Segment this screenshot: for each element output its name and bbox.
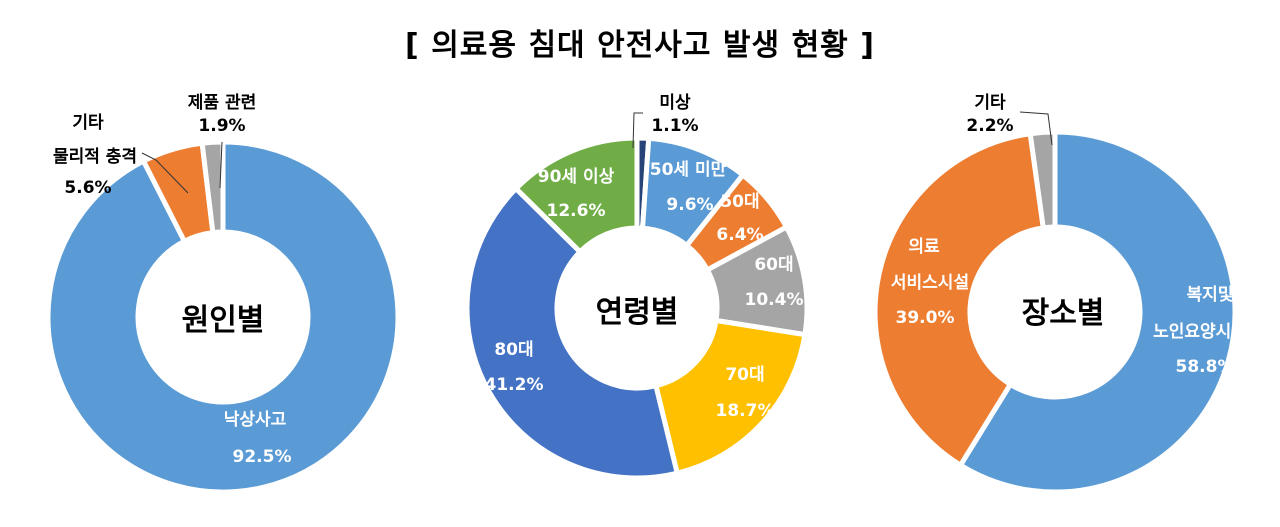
donut-center-label: 장소별 (1022, 296, 1105, 331)
slice-value-label: 10.4% (745, 290, 804, 310)
slice-name-label: 물리적 충격 (53, 147, 137, 167)
slice-value-label: 2.2% (966, 116, 1013, 136)
leader-line (219, 141, 223, 189)
slice-value-label: 12.6% (547, 201, 606, 221)
slice-name-label: 낙상사고 (224, 410, 287, 430)
slice-value-label: 41.2% (485, 375, 544, 395)
slice-value-label: 5.6% (64, 178, 111, 198)
slice-value-label: 9.6% (666, 195, 713, 215)
donut-slice-2-1 (872, 131, 1046, 468)
slice-value-label: 92.5% (233, 447, 292, 467)
slice-name-label: 제품 관련 (188, 93, 256, 113)
donut-slice-0-0 (45, 139, 401, 495)
leader-line (1019, 111, 1053, 146)
chart-title: [ 의료용 침대 안전사고 발생 현황 ] (405, 28, 875, 63)
donut-center-label: 연령별 (596, 295, 679, 330)
donut-slice-1-6 (513, 135, 640, 255)
slice-name-label: 복지및 (1187, 285, 1234, 305)
slice-value-label: 58.8% (1176, 357, 1235, 377)
slice-name-label: 50대 (720, 192, 759, 212)
slice-name-label: 의료 (908, 237, 940, 257)
slice-name-label: 기타 (974, 93, 1006, 113)
donut-chart-age: 연령별 미상 1.1% 50세 미만 9.6% 50대 6.4% 60대 10.4% 70대 18.… (464, 93, 810, 481)
donut-slice-1-5 (464, 186, 680, 481)
donut-slice-1-4 (653, 318, 808, 476)
leader-line (632, 112, 643, 149)
slice-value-label: 1.9% (198, 116, 245, 136)
donut-slice-2-2 (1027, 129, 1058, 231)
donut-slice-2-0 (957, 129, 1238, 495)
slice-name-label: 50세 미만 (650, 160, 727, 180)
slice-value-label: 18.7% (716, 401, 775, 421)
slice-value-label: 1.1% (651, 116, 698, 136)
slice-name-label: 60대 (754, 255, 793, 275)
leader-line (141, 152, 189, 194)
slice-name-label: 90세 이상 (538, 167, 615, 187)
slice-name-label: 미상 (659, 93, 691, 113)
slice-value-label: 39.0% (896, 308, 955, 328)
slice-name-label: 80대 (494, 340, 533, 360)
slice-name-label: 서비스시설 (891, 273, 969, 293)
donut-slice-0-2 (199, 139, 226, 236)
slice-value-label: 6.4% (716, 225, 763, 245)
slice-name-label: 기타 (72, 113, 104, 133)
slice-name-label: 노인요양시설 (1153, 322, 1247, 342)
slice-name-label: 70대 (725, 365, 764, 385)
donut-center-label: 원인별 (182, 303, 265, 338)
